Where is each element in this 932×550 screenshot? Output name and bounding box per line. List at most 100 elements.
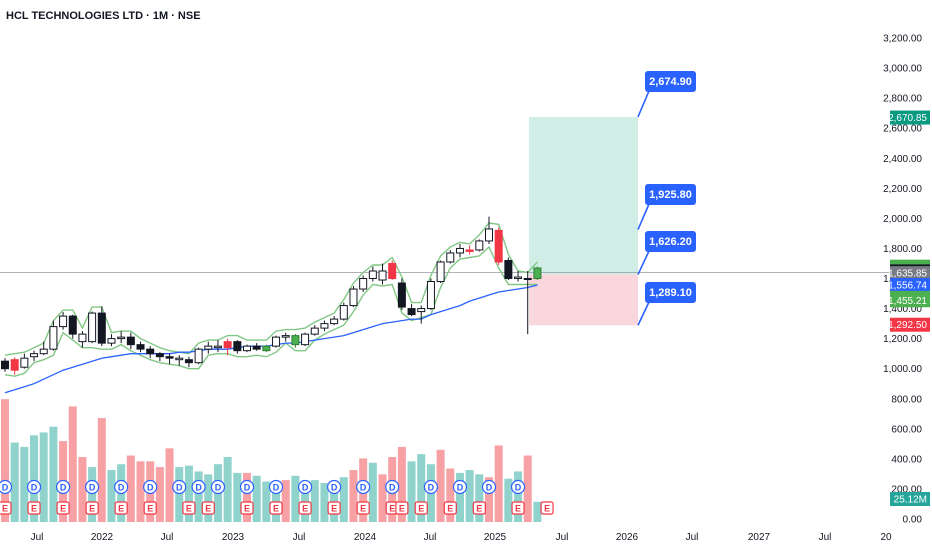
candle-body — [397, 282, 406, 308]
candle-body — [514, 276, 523, 280]
dividend-label: D — [176, 482, 183, 492]
candle-body — [339, 305, 348, 320]
candle — [320, 320, 329, 332]
time-axis[interactable]: Jul 2022 Jul 2023 Jul 2024 Jul 2025 Jul 2026 Jul 20… — [31, 532, 892, 543]
dividend-label: D — [331, 482, 338, 492]
dividend-label: D — [389, 482, 396, 492]
volume-bar — [533, 501, 542, 522]
dividend-circle — [191, 479, 206, 495]
bubble-connector — [637, 90, 650, 118]
dividend-label: D — [195, 482, 202, 492]
dividend-marker: D — [385, 479, 400, 495]
earnings-label: E — [118, 503, 124, 513]
stop-zone — [529, 274, 638, 326]
dividend-label: D — [515, 482, 522, 492]
y-tick-label: 2,200.00 — [883, 184, 922, 195]
earnings-marker: E — [85, 501, 99, 515]
candle — [339, 302, 348, 321]
dividend-label: D — [60, 482, 67, 492]
candle — [117, 331, 126, 344]
level-bubbles[interactable]: 2,674.90 1,925.80 1,626.20 1,289.10 — [637, 71, 696, 326]
candle — [436, 260, 445, 284]
dividend-label: D — [2, 482, 9, 492]
earnings-box — [540, 501, 554, 515]
dividend-circle — [26, 479, 42, 495]
dividend-marker: D — [143, 479, 158, 495]
candle — [233, 340, 242, 354]
earnings-marker: E — [269, 501, 283, 515]
volume-bar — [10, 442, 19, 522]
earnings-marker: E — [56, 501, 70, 515]
candle-body — [126, 336, 135, 346]
price-tags: 2,670.851,678.801,662.971,640.7015d 5h1,… — [888, 110, 930, 506]
candle — [243, 344, 251, 353]
candle — [20, 353, 29, 369]
volume-bar — [136, 461, 145, 522]
earnings-box — [27, 501, 41, 515]
price-tag-box — [890, 266, 930, 281]
candle — [397, 278, 406, 311]
candle — [494, 227, 503, 265]
price-axis[interactable]: 3,200.00 3,000.00 2,800.00 2,600.00 2,400.00… — [883, 34, 922, 526]
candle-body — [97, 312, 106, 344]
candle-body — [59, 315, 68, 328]
x-tick-label: Jul — [819, 532, 832, 543]
candle-body — [465, 249, 474, 252]
x-tick-label: Jul — [293, 532, 306, 543]
candle-body — [523, 278, 532, 281]
candlesticks[interactable] — [1, 216, 542, 375]
dividend-circle — [172, 479, 187, 495]
price-tag-label: 25.12M — [894, 495, 927, 506]
y-tick-label: 1,000.00 — [883, 364, 922, 375]
dividend-label: D — [244, 482, 251, 492]
earnings-label: E — [244, 503, 250, 513]
volume-bar — [184, 465, 193, 522]
candle-body — [10, 359, 19, 371]
earnings-marker: E — [356, 501, 370, 515]
candle — [68, 314, 77, 339]
candle-body — [223, 341, 232, 349]
candle — [426, 278, 435, 311]
candle-body — [107, 338, 116, 344]
dividend-circle — [356, 479, 371, 495]
earnings-marker: E — [414, 501, 428, 515]
candle-body — [78, 333, 87, 343]
price-tag-box — [890, 317, 930, 332]
x-tick-label: Jul — [161, 532, 174, 543]
candle-body — [281, 335, 290, 338]
candle — [301, 332, 310, 347]
candle-body — [204, 345, 213, 350]
volume-bar — [1, 399, 9, 522]
volume-bar — [504, 478, 513, 522]
volume-bar — [233, 472, 242, 522]
earnings-marker: E — [327, 501, 341, 515]
earnings-label: E — [89, 503, 95, 513]
earnings-marker: E — [511, 501, 525, 515]
candle — [97, 306, 106, 347]
level-bubble-stop: 1,289.10 — [637, 282, 696, 326]
dividend-marker: D — [452, 479, 468, 495]
volume-bar — [20, 446, 29, 522]
volume-bar — [339, 477, 348, 522]
earnings-label: E — [447, 503, 453, 513]
candle-body — [494, 229, 503, 263]
earnings-box — [327, 501, 341, 515]
price-tag: 2,670.85 — [888, 110, 930, 125]
earnings-box — [201, 501, 215, 515]
candle — [514, 271, 523, 282]
candle — [194, 347, 203, 365]
dividend-marker: D — [191, 479, 206, 495]
earnings-box — [395, 501, 409, 515]
earnings-marker: E — [0, 501, 12, 515]
volume-bar — [194, 471, 203, 522]
volume-bar — [378, 474, 387, 522]
chart-title: HCL TECHNOLOGIES LTD · 1M · NSE — [6, 10, 201, 22]
candle-body — [446, 252, 455, 263]
volume-bar — [349, 470, 358, 522]
x-tick-label: 2023 — [222, 532, 245, 543]
candle — [1, 358, 9, 372]
dividend-marker: D — [172, 479, 187, 495]
earnings-label: E — [302, 503, 308, 513]
